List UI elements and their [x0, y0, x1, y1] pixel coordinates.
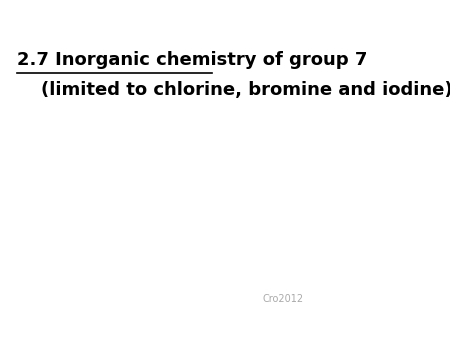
- Text: Cro2012: Cro2012: [262, 294, 304, 304]
- Text: (limited to chlorine, bromine and iodine): (limited to chlorine, bromine and iodine…: [41, 81, 450, 99]
- Text: 2.7 Inorganic chemistry of group 7: 2.7 Inorganic chemistry of group 7: [17, 51, 368, 69]
